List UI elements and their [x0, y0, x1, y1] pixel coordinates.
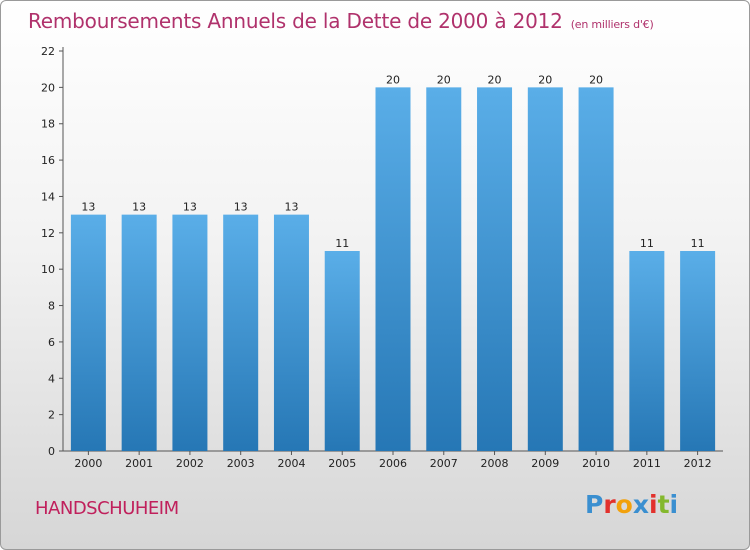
bar-value-label: 13 [81, 201, 95, 214]
bar-value-label: 13 [183, 201, 197, 214]
y-tick-label: 18 [41, 118, 55, 131]
y-tick-label: 22 [41, 45, 55, 58]
y-tick-label: 2 [48, 409, 55, 422]
chart-title: Remboursements Annuels de la Dette de 20… [28, 9, 654, 33]
bar [375, 87, 411, 451]
y-tick-label: 0 [48, 445, 55, 458]
y-tick-label: 14 [41, 190, 55, 203]
x-tick-label: 2002 [176, 457, 204, 470]
logo-letter: x [632, 490, 649, 519]
bar [324, 251, 360, 451]
x-tick-label: 2008 [481, 457, 509, 470]
y-tick-label: 10 [41, 263, 55, 276]
y-tick-label: 8 [48, 300, 55, 313]
bar [273, 214, 309, 451]
bar-value-label: 13 [284, 201, 298, 214]
bar [477, 87, 513, 451]
bar-value-label: 20 [538, 73, 552, 86]
bar-value-label: 11 [640, 237, 654, 250]
chart-title-text: Remboursements Annuels de la Dette de 20… [28, 9, 563, 33]
bar [578, 87, 614, 451]
bar-value-label: 20 [386, 73, 400, 86]
bar [172, 214, 208, 451]
bar-value-label: 13 [234, 201, 248, 214]
x-tick-label: 2011 [633, 457, 661, 470]
bar-value-label: 13 [132, 201, 146, 214]
x-tick-label: 2001 [125, 457, 153, 470]
bar [70, 214, 106, 451]
bar-value-label: 20 [488, 73, 502, 86]
x-tick-label: 2010 [582, 457, 610, 470]
x-tick-label: 2004 [277, 457, 305, 470]
y-tick-label: 16 [41, 154, 55, 167]
bar-value-label: 11 [335, 237, 349, 250]
x-tick-label: 2007 [430, 457, 458, 470]
logo-letter: P [585, 490, 604, 519]
y-tick-label: 20 [41, 81, 55, 94]
bar [680, 251, 716, 451]
y-tick-label: 12 [41, 227, 55, 240]
bar [629, 251, 665, 451]
x-tick-label: 2005 [328, 457, 356, 470]
logo-letter: i [649, 490, 658, 519]
logo-letter: o [615, 490, 633, 519]
x-tick-label: 2003 [227, 457, 255, 470]
chart-unit: (en milliers d'€) [570, 18, 654, 31]
logo-letter: t [657, 490, 670, 519]
y-tick-label: 6 [48, 336, 55, 349]
bar [121, 214, 157, 451]
bar-value-label: 20 [589, 73, 603, 86]
bar [527, 87, 563, 451]
logo-letter: i [669, 490, 679, 519]
bar [426, 87, 462, 451]
x-tick-label: 2012 [684, 457, 712, 470]
x-tick-label: 2000 [74, 457, 102, 470]
x-tick-label: 2009 [531, 457, 559, 470]
commune-name: HANDSCHUHEIM [35, 498, 179, 519]
proxiti-logo: Proxiti [585, 490, 678, 519]
bar [223, 214, 259, 451]
bar-value-label: 11 [691, 237, 705, 250]
logo-letter: r [603, 490, 616, 519]
y-tick-label: 4 [48, 372, 55, 385]
bar-value-label: 20 [437, 73, 451, 86]
x-tick-label: 2006 [379, 457, 407, 470]
